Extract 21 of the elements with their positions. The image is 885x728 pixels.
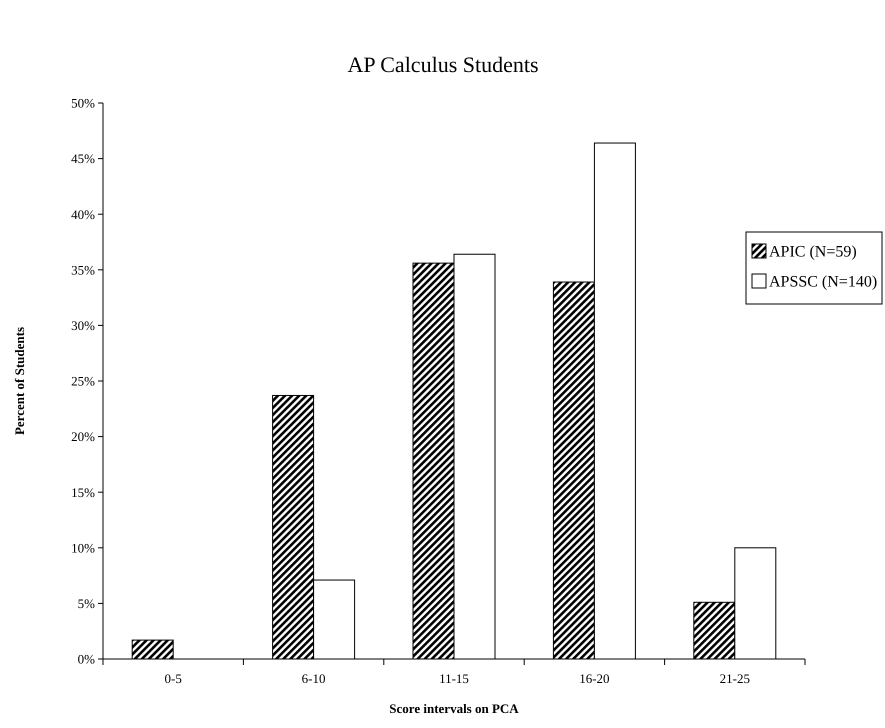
- legend-label: APSSC (N=140): [769, 274, 878, 291]
- y-tick-label: 0%: [78, 652, 96, 667]
- legend-label: APIC (N=59): [769, 244, 857, 261]
- x-axis-title: Score intervals on PCA: [389, 701, 520, 716]
- y-tick-label: 30%: [71, 318, 96, 333]
- chart-title: AP Calculus Students: [347, 52, 539, 77]
- y-tick-label: 40%: [71, 206, 96, 222]
- x-tick-label: 11-15: [439, 671, 469, 686]
- y-tick-label: 45%: [71, 151, 96, 166]
- y-tick-label: 20%: [71, 429, 96, 444]
- y-tick-label: 10%: [71, 540, 96, 556]
- y-tick-label: 25%: [71, 374, 96, 389]
- y-tick-label: 5%: [78, 596, 96, 611]
- y-tick-label: 35%: [71, 262, 96, 278]
- y-tick-label: 15%: [71, 484, 96, 500]
- x-tick-label: 16-20: [579, 671, 610, 686]
- x-tick-label: 6-10: [302, 671, 326, 686]
- y-axis-title: Percent of Students: [12, 326, 27, 436]
- x-tick-label: 21-25: [720, 671, 750, 686]
- y-tick-label: 50%: [71, 96, 96, 111]
- x-tick-label: 0-5: [164, 671, 182, 686]
